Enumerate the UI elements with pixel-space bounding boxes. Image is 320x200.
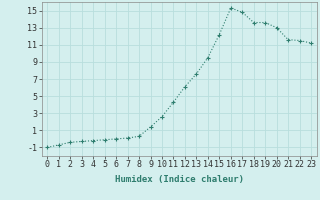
X-axis label: Humidex (Indice chaleur): Humidex (Indice chaleur)	[115, 175, 244, 184]
